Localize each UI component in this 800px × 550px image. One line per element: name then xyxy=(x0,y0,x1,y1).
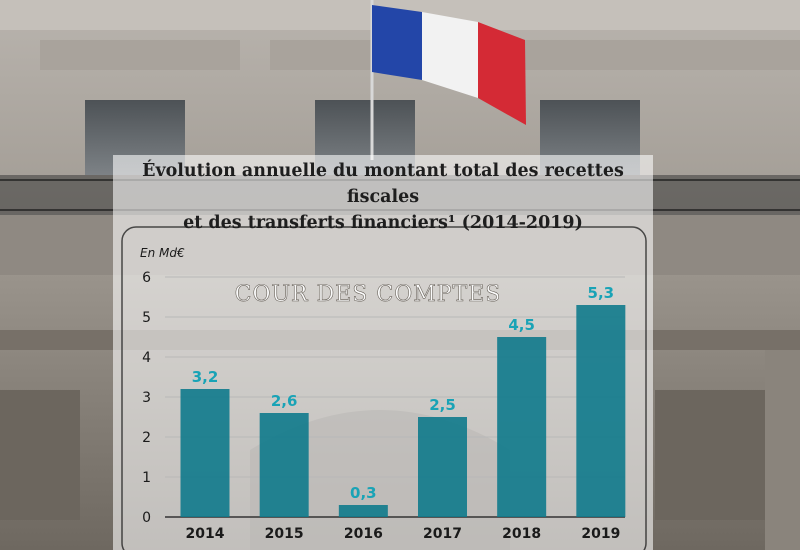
bar-2014 xyxy=(180,389,230,517)
chart-title-line-2: et des transferts financiers¹ (2014-2019… xyxy=(183,213,583,233)
bar-2015 xyxy=(259,413,309,517)
bars xyxy=(180,305,626,517)
bar-2017 xyxy=(418,417,467,517)
chart-title: Évolution annuelle du montant total des … xyxy=(113,158,653,236)
bar-2019 xyxy=(576,305,626,517)
x-tick-label-2015: 2015 xyxy=(265,526,304,542)
value-label-2019: 5,3 xyxy=(588,284,615,302)
value-label-2018: 4,5 xyxy=(508,316,535,334)
y-tick-label: 0 xyxy=(142,510,151,526)
y-tick-label: 1 xyxy=(142,470,151,486)
facade-inscription: COUR DES COMPTES xyxy=(235,282,502,307)
x-tick-label-2014: 2014 xyxy=(186,526,225,542)
y-axis-ticks: 0 1 2 3 4 5 6 xyxy=(142,270,151,526)
value-labels: 3,2 2,6 0,3 2,5 4,5 5,3 xyxy=(192,284,614,502)
x-tick-label-2016: 2016 xyxy=(344,526,383,542)
gridlines xyxy=(165,276,625,518)
value-label-2017: 2,5 xyxy=(429,396,456,414)
x-tick-label-2018: 2018 xyxy=(502,526,541,542)
value-label-2016: 0,3 xyxy=(350,484,377,502)
x-axis-labels: 2014 2015 2016 2017 2018 2019 xyxy=(186,526,621,542)
bar-2018 xyxy=(497,337,547,517)
french-flag xyxy=(370,0,526,160)
y-tick-label: 4 xyxy=(142,350,151,366)
y-tick-label: 3 xyxy=(142,390,151,406)
y-tick-label: 2 xyxy=(142,430,151,446)
chart-plot-frame xyxy=(121,226,647,550)
x-tick-label-2019: 2019 xyxy=(581,526,620,542)
x-tick-label-2017: 2017 xyxy=(423,526,462,542)
bar-2016 xyxy=(338,505,388,517)
unit-label: En Md€ xyxy=(140,246,185,260)
value-label-2015: 2,6 xyxy=(271,392,298,410)
value-label-2014: 3,2 xyxy=(192,368,219,386)
y-tick-label: 5 xyxy=(142,310,151,326)
chart-title-line-1: Évolution annuelle du montant total des … xyxy=(142,161,624,207)
y-tick-label: 6 xyxy=(142,270,151,286)
